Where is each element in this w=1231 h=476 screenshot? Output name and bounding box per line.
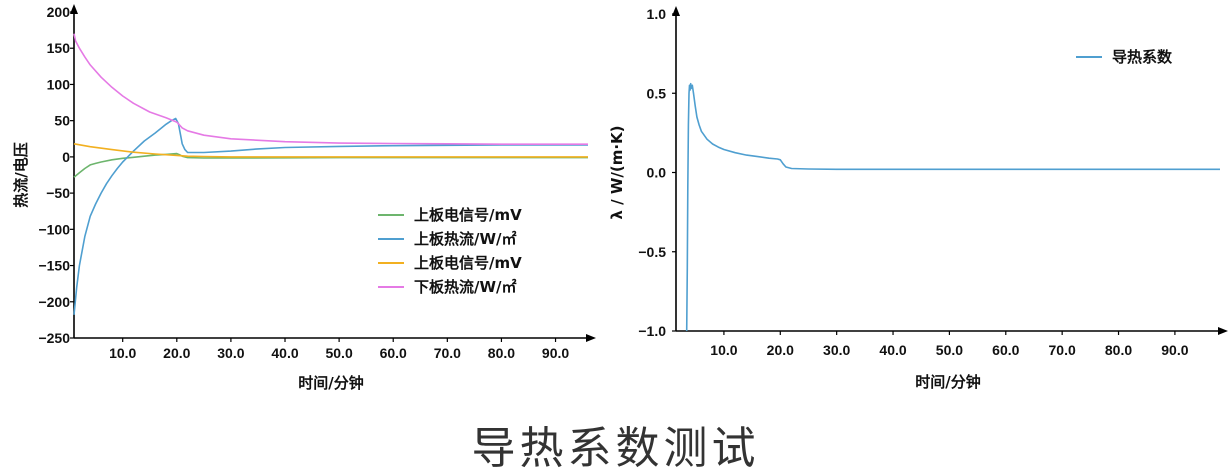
page-caption: 导热系数测试: [471, 423, 760, 474]
y-tick-label: −0.5: [638, 244, 666, 260]
legend: 导热系数: [1076, 48, 1173, 66]
legend-label: 上板热流/W/㎡: [414, 230, 517, 248]
x-axis-label: 时间/分钟: [915, 373, 980, 391]
x-tick-label: 30.0: [823, 342, 850, 358]
x-tick-label: 40.0: [879, 342, 906, 358]
y-tick-label: 150: [47, 40, 71, 56]
x-tick-label: 60.0: [992, 342, 1019, 358]
y-tick-label: 1.0: [647, 6, 667, 22]
y-tick-label: 0: [62, 149, 70, 165]
y-tick-label: −50: [46, 185, 70, 201]
x-tick-label: 30.0: [217, 345, 244, 361]
x-tick-label: 10.0: [109, 345, 136, 361]
x-tick-label: 20.0: [767, 342, 794, 358]
x-tick-label: 60.0: [380, 345, 407, 361]
x-tick-label: 40.0: [271, 345, 298, 361]
series-line-1: [685, 82, 1220, 332]
y-axis-label: 热流/电压: [12, 142, 30, 207]
x-tick-label: 80.0: [1105, 342, 1132, 358]
y-tick-label: −100: [38, 221, 70, 237]
legend-label: 上板电信号/mV: [414, 254, 522, 272]
y-tick-label: −150: [38, 258, 70, 274]
x-axis-arrow: [586, 334, 596, 342]
x-tick-label: 90.0: [542, 345, 569, 361]
y-tick-label: 0.5: [647, 85, 667, 101]
series-line-3: [73, 143, 588, 158]
series-line-4: [73, 33, 588, 145]
legend-label: 上板电信号/mV: [414, 206, 522, 224]
chart-1: 10.0 20.0 30.0 40.0 50.0 60.0 70.0 80.0 90.0 200 1…: [12, 4, 596, 392]
y-tick-label: 100: [47, 76, 71, 92]
x-tick-label: 20.0: [163, 345, 190, 361]
y-tick-label: −200: [38, 294, 70, 310]
legend-label: 导热系数: [1112, 48, 1173, 66]
y-tick-label: 0.0: [647, 165, 667, 181]
x-axis-arrow: [1218, 327, 1228, 335]
y-axis-label: λ / W/(m·K): [608, 125, 626, 219]
x-tick-label: 90.0: [1161, 342, 1188, 358]
x-tick-label: 10.0: [710, 342, 737, 358]
y-tick-label: 50: [54, 113, 70, 129]
x-tick-label: 50.0: [936, 342, 963, 358]
x-tick-label: 70.0: [1049, 342, 1076, 358]
chart-2: 10.0 20.0 30.0 40.0 50.0 60.0 70.0 80.0 90.0 1.0 0…: [608, 6, 1228, 391]
x-tick-label: 50.0: [325, 345, 352, 361]
x-axis-label: 时间/分钟: [298, 374, 363, 392]
y-tick-label: 200: [47, 4, 71, 20]
legend-label: 下板热流/W/㎡: [414, 278, 517, 296]
x-tick-label: 70.0: [434, 345, 461, 361]
y-tick-label: −250: [38, 330, 70, 346]
x-tick-label: 80.0: [488, 345, 515, 361]
y-tick-label: −1.0: [638, 323, 666, 339]
series-line-2: [73, 117, 588, 315]
